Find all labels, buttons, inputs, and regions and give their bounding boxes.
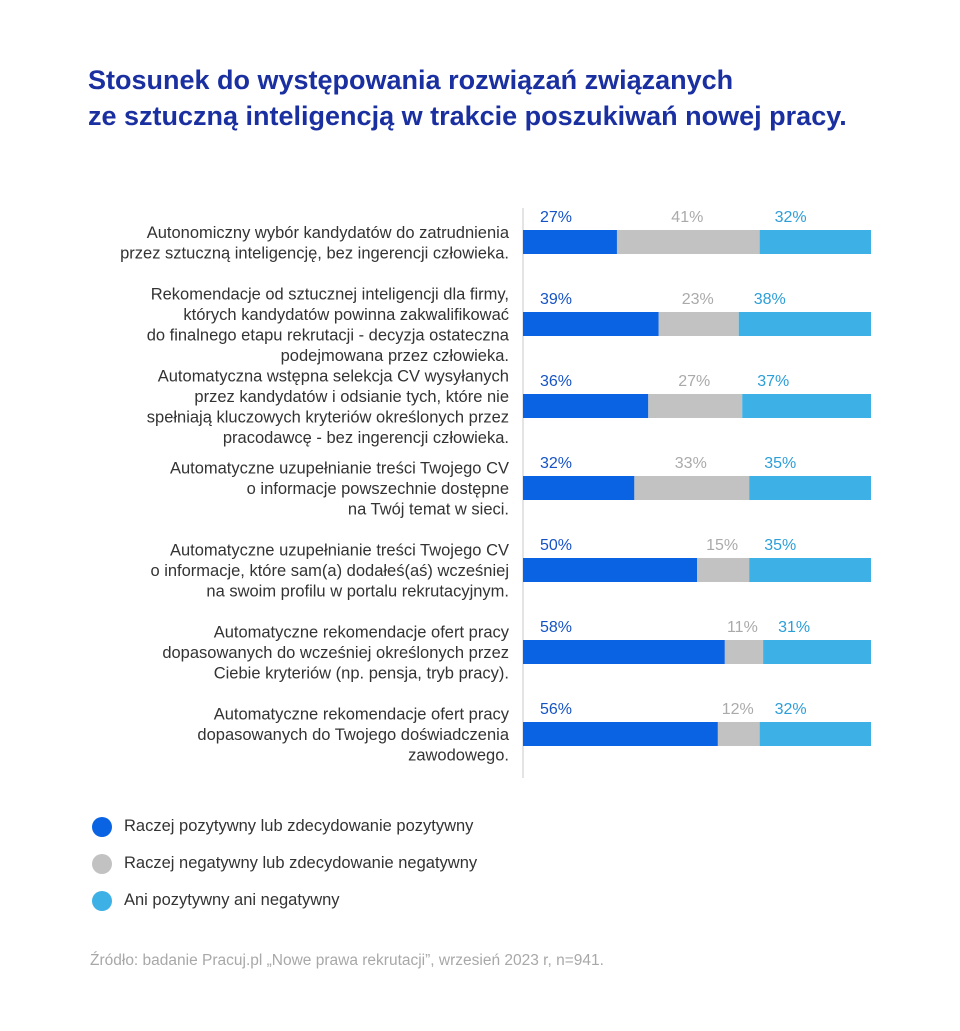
category-label: podejmowana przez człowieka.	[281, 347, 509, 365]
data-label-positive: 32%	[540, 455, 572, 472]
data-label-neutral: 31%	[778, 619, 810, 636]
category-label: o informacje powszechnie dostępne	[247, 480, 509, 498]
data-label-positive: 50%	[540, 537, 572, 554]
legend-label-negative: Raczej negatywny lub zdecydowanie negaty…	[124, 854, 478, 872]
bar-segment-neutral	[763, 640, 871, 664]
category-label: na swoim profilu w portalu rekrutacyjnym…	[206, 583, 509, 601]
legend-label-positive: Raczej pozytywny lub zdecydowanie pozyty…	[124, 817, 474, 835]
data-label-positive: 27%	[540, 209, 572, 226]
bar-segment-neutral	[749, 558, 871, 582]
data-label-negative: 12%	[722, 701, 754, 718]
bar-segment-positive	[523, 394, 649, 418]
legend-item-negative: Raczej negatywny lub zdecydowanie negaty…	[92, 845, 477, 882]
category-label: Automatyczne rekomendacje ofert pracy	[214, 624, 510, 642]
chart-title: Stosunek do występowania rozwiązań związ…	[88, 62, 928, 134]
legend-label-neutral: Ani pozytywny ani negatywny	[124, 891, 340, 909]
bar-segment-positive	[523, 640, 725, 664]
bar-segment-negative	[724, 640, 764, 664]
data-label-negative: 23%	[682, 291, 714, 308]
category-label: Automatyczne uzupełnianie treści Twojego…	[170, 542, 509, 560]
bar-segment-neutral	[759, 722, 871, 746]
bar-segment-neutral	[759, 230, 871, 254]
data-label-neutral: 32%	[775, 209, 807, 226]
bar-segment-positive	[523, 476, 635, 500]
bar-segment-negative	[658, 312, 739, 336]
category-label: na Twój temat w sieci.	[348, 501, 509, 519]
data-label-positive: 36%	[540, 373, 572, 390]
category-label: których kandydatów powinna zakwalifikowa…	[183, 306, 509, 324]
category-label: Autonomiczny wybór kandydatów do zatrudn…	[147, 224, 510, 242]
data-label-neutral: 35%	[764, 455, 796, 472]
bar-segment-neutral	[742, 394, 871, 418]
category-label: do finalnego etapu rekrutacji - decyzja …	[147, 326, 510, 344]
data-label-neutral: 35%	[764, 537, 796, 554]
chart-title-line-1: Stosunek do występowania rozwiązań związ…	[88, 65, 734, 95]
legend-item-positive: Raczej pozytywny lub zdecydowanie pozyty…	[92, 808, 477, 845]
bar-segment-negative	[717, 722, 760, 746]
data-label-positive: 56%	[540, 701, 572, 718]
bar-segment-positive	[523, 312, 659, 336]
legend-swatch-neutral	[92, 890, 112, 911]
category-label: Ciebie kryteriów (np. pensja, tryb pracy…	[214, 665, 509, 683]
category-label: Rekomendacje od sztucznej inteligencji d…	[151, 285, 509, 303]
bar-segment-positive	[523, 230, 617, 254]
chart-title-line-2: ze sztuczną inteligencją w trakcie poszu…	[88, 101, 847, 131]
data-label-negative: 41%	[671, 209, 703, 226]
legend-swatch-positive	[92, 816, 112, 837]
legend: Raczej pozytywny lub zdecydowanie pozyty…	[92, 808, 477, 919]
stacked-bar-chart: Autonomiczny wybór kandydatów do zatrudn…	[120, 208, 871, 778]
bar-segment-positive	[523, 722, 718, 746]
category-label: Automatyczna wstępna selekcja CV wysyłan…	[158, 367, 509, 385]
bar-segment-negative	[648, 394, 743, 418]
bar-segment-neutral	[749, 476, 871, 500]
legend-swatch-negative	[92, 853, 112, 874]
category-label: przez sztuczną inteligencję, bez ingeren…	[120, 244, 509, 262]
category-label: przez kandydatów i odsianie tych, które …	[194, 388, 509, 406]
bar-segment-negative	[697, 558, 750, 582]
data-label-neutral: 38%	[754, 291, 786, 308]
bar-segment-negative	[634, 476, 750, 500]
bar-segment-positive	[523, 558, 697, 582]
data-label-negative: 15%	[706, 537, 738, 554]
category-label: dopasowanych do wcześniej określonych pr…	[162, 644, 509, 662]
legend-item-neutral: Ani pozytywny ani negatywny	[92, 882, 477, 919]
source-note: Źródło: badanie Pracuj.pl „Nowe prawa re…	[90, 952, 604, 969]
category-label: Automatyczne uzupełnianie treści Twojego…	[170, 460, 509, 478]
data-label-negative: 33%	[675, 455, 707, 472]
category-label: spełniają kluczowych kryteriów określony…	[147, 408, 509, 426]
data-label-negative: 27%	[678, 373, 710, 390]
data-label-neutral: 37%	[757, 373, 789, 390]
bar-segment-neutral	[738, 312, 871, 336]
category-label: Automatyczne rekomendacje ofert pracy	[214, 706, 510, 724]
category-label: dopasowanych do Twojego doświadczenia	[197, 726, 509, 744]
data-label-positive: 58%	[540, 619, 572, 636]
bar-segment-negative	[616, 230, 760, 254]
category-label: zawodowego.	[408, 747, 509, 765]
category-label: o informacje, które sam(a) dodałeś(aś) w…	[150, 562, 509, 580]
data-label-negative: 11%	[727, 619, 758, 636]
data-label-positive: 39%	[540, 291, 572, 308]
category-label: pracodawcę - bez ingerencji człowieka.	[223, 429, 509, 447]
data-label-neutral: 32%	[775, 701, 807, 718]
